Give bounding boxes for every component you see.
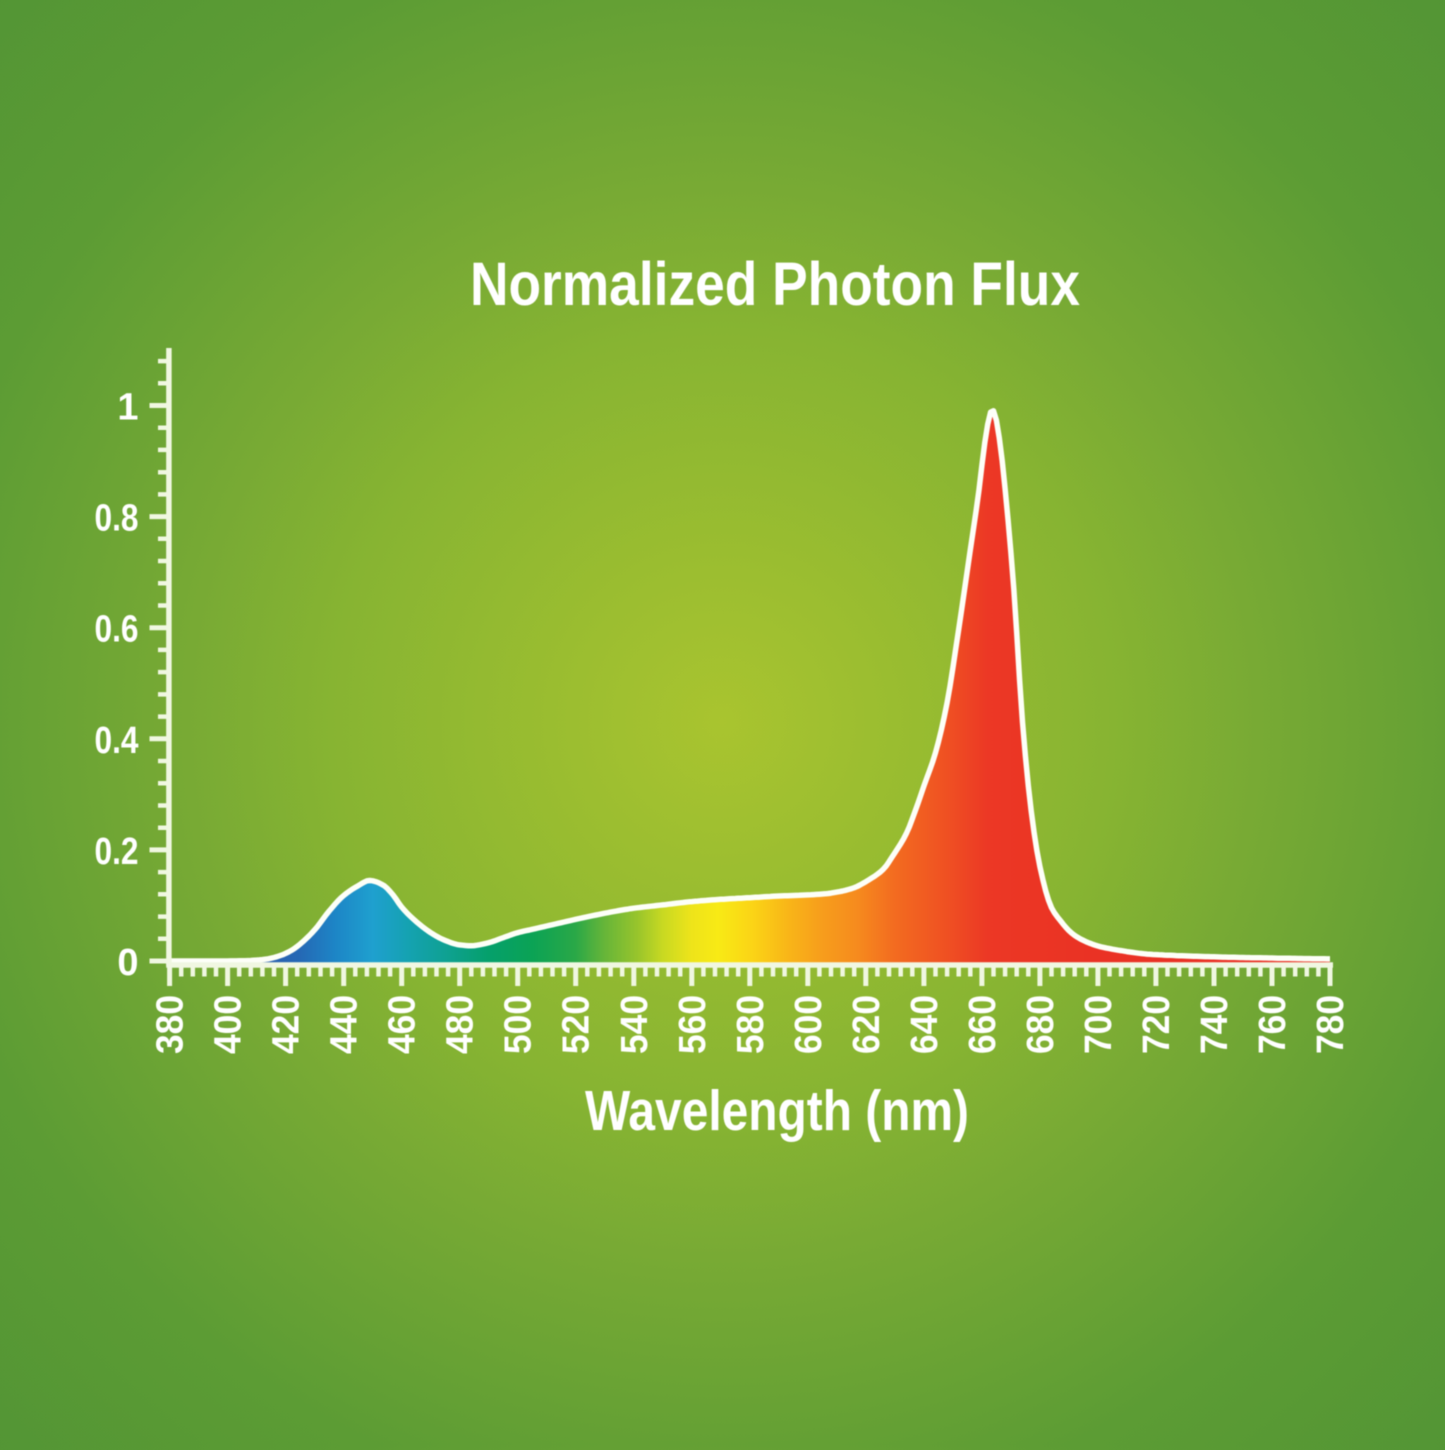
svg-text:620: 620	[846, 995, 888, 1054]
svg-text:500: 500	[498, 995, 540, 1054]
svg-text:660: 660	[962, 995, 1004, 1054]
svg-text:380: 380	[150, 995, 192, 1054]
svg-text:700: 700	[1078, 995, 1120, 1054]
svg-text:440: 440	[324, 995, 366, 1054]
svg-text:0: 0	[117, 942, 138, 984]
svg-text:720: 720	[1136, 995, 1178, 1054]
svg-text:0.2: 0.2	[95, 831, 139, 873]
svg-text:Normalized Photon Flux: Normalized Photon Flux	[470, 250, 1080, 318]
svg-text:560: 560	[672, 995, 714, 1054]
svg-text:640: 640	[904, 995, 946, 1054]
svg-text:540: 540	[614, 995, 656, 1054]
svg-text:600: 600	[788, 995, 830, 1054]
svg-text:420: 420	[266, 995, 308, 1054]
svg-text:780: 780	[1310, 995, 1352, 1054]
svg-text:480: 480	[440, 995, 482, 1054]
svg-text:580: 580	[730, 995, 772, 1054]
svg-text:0.8: 0.8	[95, 498, 139, 540]
svg-text:0.4: 0.4	[95, 720, 139, 762]
svg-text:740: 740	[1194, 995, 1236, 1054]
svg-text:460: 460	[382, 995, 424, 1054]
svg-text:520: 520	[556, 995, 598, 1054]
svg-text:760: 760	[1252, 995, 1294, 1054]
svg-text:680: 680	[1020, 995, 1062, 1054]
svg-text:Wavelength (nm): Wavelength (nm)	[585, 1079, 969, 1143]
svg-text:400: 400	[208, 995, 250, 1054]
svg-text:1: 1	[117, 387, 138, 429]
svg-text:0.6: 0.6	[95, 609, 139, 651]
